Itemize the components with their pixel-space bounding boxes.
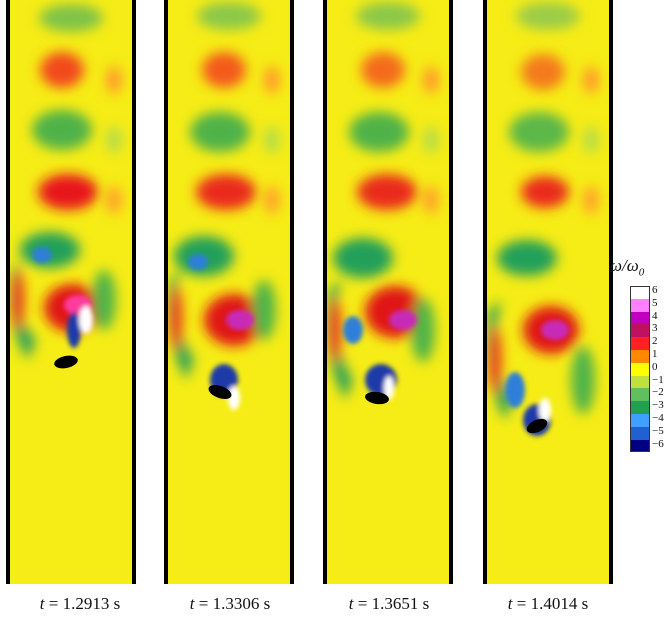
time-caption-4: t = 1.4014 s — [468, 594, 628, 614]
vorticity-field-1 — [6, 0, 136, 584]
colorbar-tick-label: −6 — [652, 437, 664, 450]
colorbar-swatch — [630, 324, 650, 338]
time-caption-1: t = 1.2913 s — [0, 594, 160, 614]
colorbar-swatch — [630, 401, 650, 414]
colorbar-swatch — [630, 413, 650, 427]
colorbar-swatch — [630, 298, 650, 312]
colorbar-ticks: 6 5 4 3 2 1 0 −1 −2 −3 −4 −5 −6 — [652, 284, 667, 454]
colorbar-tick-label: 6 — [652, 284, 658, 296]
vorticity-panel-2 — [164, 0, 294, 584]
colorbar-tick-label: 4 — [652, 309, 658, 322]
colorbar-tick-label: −4 — [652, 411, 664, 424]
colorbar-swatch — [630, 337, 650, 350]
vorticity-panel-1 — [6, 0, 136, 584]
colorbar-swatch — [630, 311, 650, 325]
time-caption-2: t = 1.3306 s — [150, 594, 310, 614]
colorbar-swatch — [630, 362, 650, 376]
colorbar-swatch — [630, 349, 650, 363]
colorbar-swatch — [630, 388, 650, 402]
colorbar-tick-label: −3 — [652, 399, 664, 412]
colorbar-title: ω/ω0 — [610, 256, 644, 278]
colorbar-tick-label: 3 — [652, 322, 658, 335]
time-value: = 1.4014 s — [516, 594, 589, 613]
time-symbol: t — [189, 594, 195, 613]
time-value: = 1.3306 s — [198, 594, 271, 613]
colorbar-swatches — [630, 286, 650, 453]
colorbar-swatch — [630, 286, 650, 299]
time-symbol: t — [348, 594, 354, 613]
time-value: = 1.3651 s — [357, 594, 430, 613]
colorbar-swatch — [630, 375, 650, 389]
time-caption-3: t = 1.3651 s — [309, 594, 469, 614]
colorbar-title-symbol: ω/ω — [610, 256, 639, 275]
vorticity-field-2 — [164, 0, 294, 584]
colorbar-tick-label: 1 — [652, 347, 658, 360]
colorbar-swatch — [630, 439, 650, 453]
colorbar-legend: ω/ω0 6 5 4 3 2 1 0 −1 −2 −3 −4 −5 −6 — [600, 256, 667, 456]
colorbar-title-subscript: 0 — [638, 266, 645, 279]
vorticity-field-4 — [483, 0, 613, 584]
vorticity-panel-4 — [483, 0, 613, 584]
vorticity-panel-3 — [323, 0, 453, 584]
time-symbol: t — [39, 594, 45, 613]
vorticity-field-3 — [323, 0, 453, 584]
colorbar-tick-label: −5 — [652, 424, 664, 437]
colorbar-tick-label: −2 — [652, 386, 664, 399]
colorbar-tick-label: −1 — [652, 373, 664, 386]
colorbar-tick-label: 0 — [652, 360, 658, 373]
time-value: = 1.2913 s — [48, 594, 121, 613]
colorbar-swatch — [630, 426, 650, 440]
colorbar-tick-label: 5 — [652, 296, 658, 309]
time-symbol: t — [507, 594, 513, 613]
colorbar-tick-label: 2 — [652, 335, 658, 348]
